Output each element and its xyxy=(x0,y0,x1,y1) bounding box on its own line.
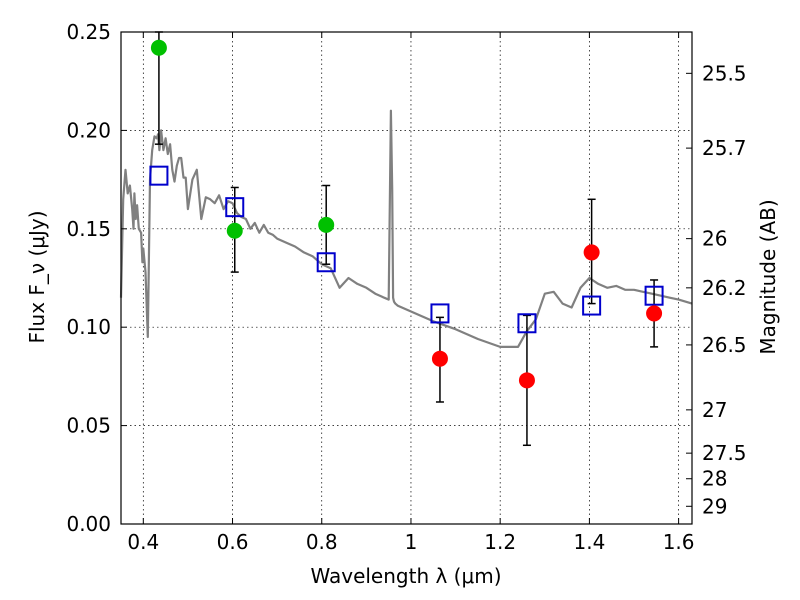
right-tick-label: 29 xyxy=(702,494,727,518)
x-tick-label: 1 xyxy=(405,530,418,554)
x-tick-label: 1.6 xyxy=(663,530,695,554)
right-tick-label: 28 xyxy=(702,467,727,491)
model-square-marker xyxy=(644,285,664,306)
right-axis-title: Magnitude (AB) xyxy=(756,199,780,354)
grid xyxy=(121,32,692,524)
x-tick-label: 0.6 xyxy=(217,530,249,554)
model-square-marker xyxy=(316,252,336,273)
model-square-marker xyxy=(149,165,169,186)
plot-frame xyxy=(120,31,693,525)
x-axis-title: Wavelength λ (μm) xyxy=(310,564,501,588)
data-point xyxy=(583,244,600,261)
model-square-marker xyxy=(225,197,245,218)
x-tick-labels: 0.4 0.6 0.8 1 1.2 1.4 1.6 xyxy=(127,530,694,554)
data-point xyxy=(318,216,335,233)
x-tick-label: 1.2 xyxy=(484,530,516,554)
right-tick-label: 25.7 xyxy=(702,136,747,160)
right-tick-label: 26.2 xyxy=(702,276,747,300)
y-tick-label: 0.20 xyxy=(66,118,111,142)
data-point xyxy=(150,39,167,56)
data-points xyxy=(150,39,663,389)
right-tick-label: 26.5 xyxy=(702,333,747,357)
x-tick-label: 1.4 xyxy=(573,530,605,554)
model-square-marker xyxy=(517,313,537,334)
right-tick-labels: 25.5 25.7 26 26.2 26.5 27 27.528 29 xyxy=(702,61,747,518)
y-tick-label: 0.25 xyxy=(66,20,111,44)
right-tick-label: 27.5 xyxy=(702,441,747,465)
model-square-marker xyxy=(430,303,450,324)
model-squares xyxy=(149,165,664,334)
x-tick-label: 0.4 xyxy=(127,530,159,554)
right-tick-label: 26 xyxy=(702,227,727,251)
y-tick-label: 0.05 xyxy=(66,414,111,438)
data-point xyxy=(226,222,243,239)
x-tick-label: 0.8 xyxy=(306,530,338,554)
y-tick-label: 0.00 xyxy=(66,512,111,536)
model-square-marker xyxy=(582,295,602,316)
right-tick-label: 25.5 xyxy=(702,61,747,85)
y-tick-label: 0.10 xyxy=(66,315,111,339)
y-tick-labels: 0.00 0.05 0.10 0.15 0.20 0.25 xyxy=(66,20,111,536)
data-point xyxy=(518,372,535,389)
data-point xyxy=(646,305,663,322)
right-tick-label: 27 xyxy=(702,398,727,422)
ticks xyxy=(121,31,692,525)
data-point xyxy=(431,350,448,367)
plot-area xyxy=(121,32,692,524)
y-axis-title: Flux F_ν (μJy) xyxy=(25,210,49,343)
y-tick-label: 0.15 xyxy=(66,217,111,241)
